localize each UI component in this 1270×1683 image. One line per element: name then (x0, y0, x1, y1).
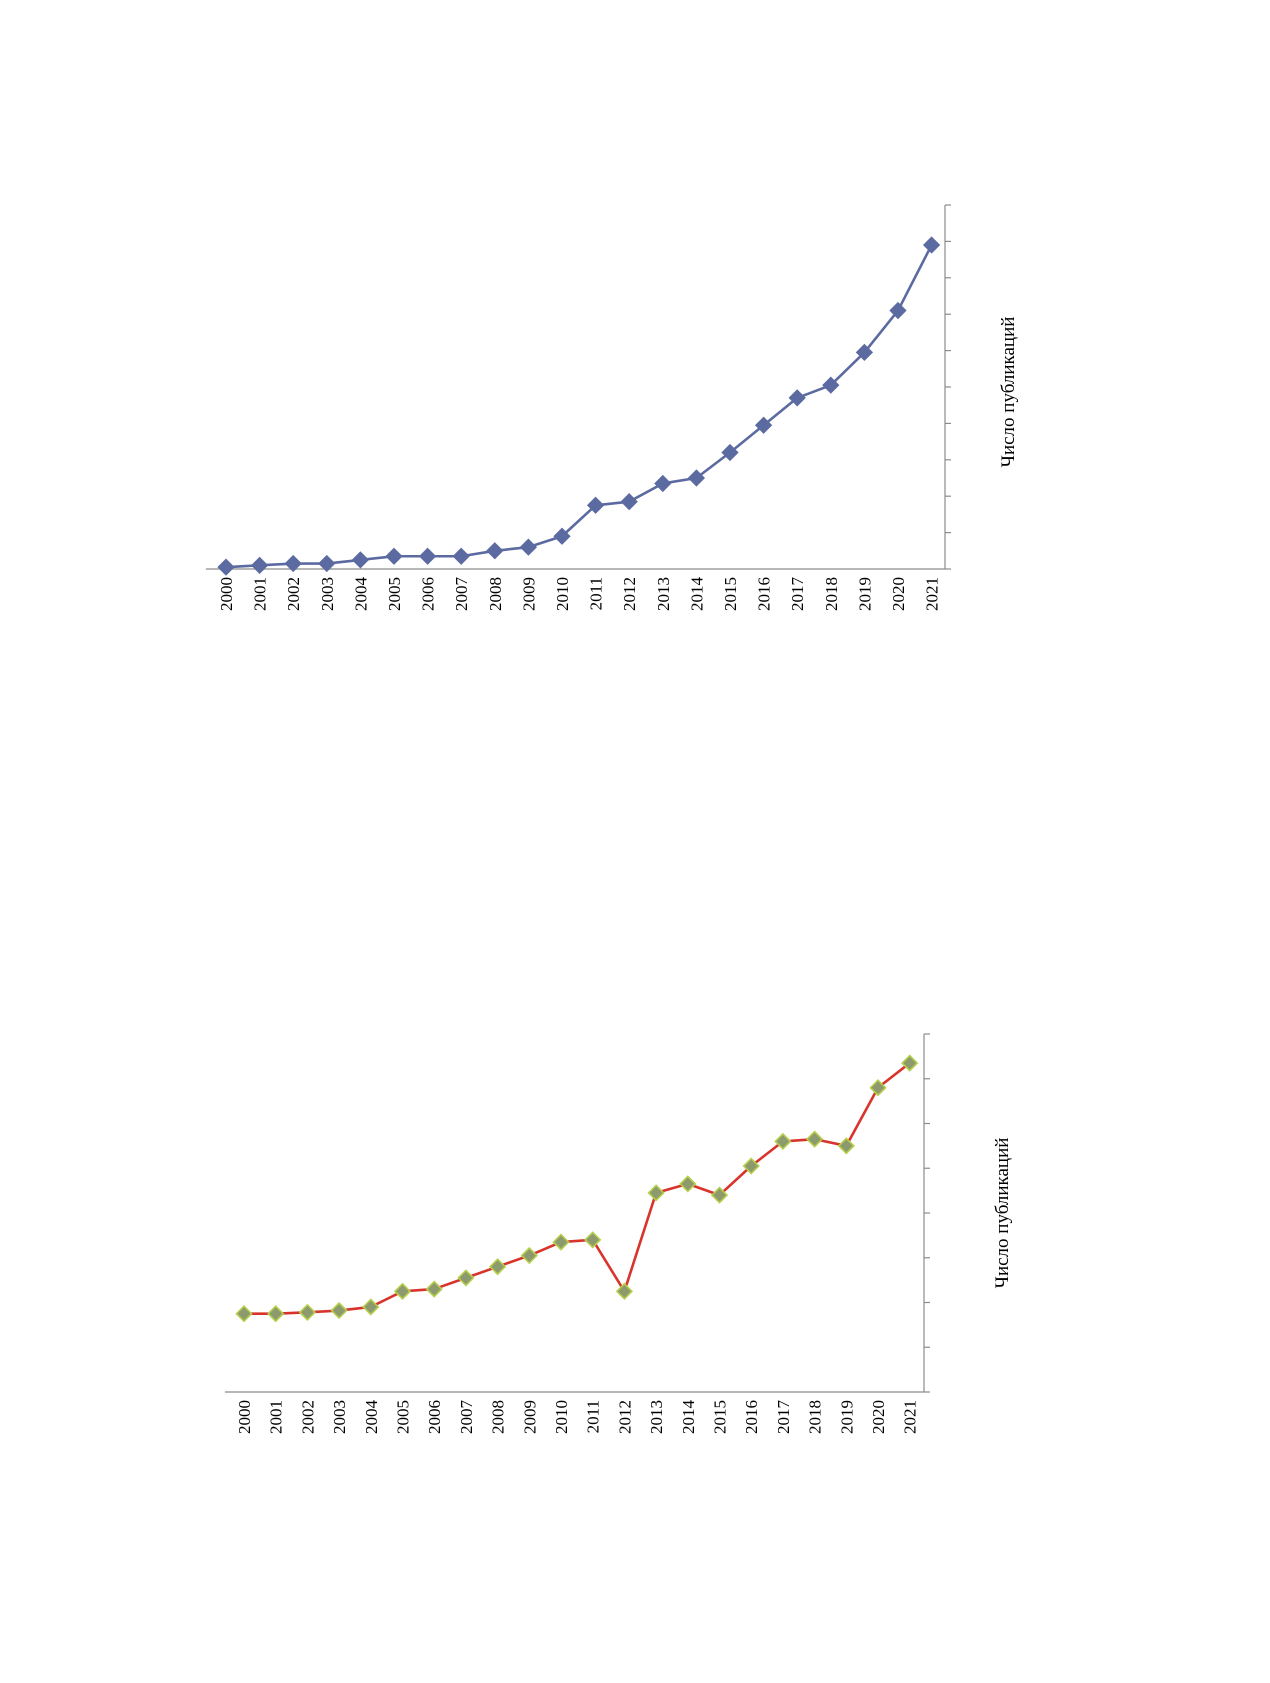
category-tick-label: 2019 (855, 577, 874, 611)
category-tick-label: 2000 (235, 1400, 254, 1434)
category-tick-label: 2010 (552, 1400, 571, 1434)
data-point-marker (519, 538, 538, 556)
data-point-marker (457, 1269, 475, 1287)
category-tick-label: 2016 (755, 577, 774, 611)
data-point-marker (235, 1305, 253, 1323)
data-point-marker (855, 343, 874, 362)
category-tick-label: 2016 (742, 1400, 761, 1434)
data-point-marker (889, 301, 907, 320)
category-tick-label: 2005 (394, 1400, 413, 1434)
data-point-marker (351, 551, 370, 569)
data-point-marker (721, 443, 739, 462)
data-point-marker (267, 1305, 285, 1323)
data-point-marker (418, 547, 437, 565)
category-tick-label: 2008 (486, 577, 505, 611)
category-tick-label: 2013 (654, 577, 673, 611)
data-point-marker (553, 527, 571, 545)
category-tick-label: 2005 (385, 577, 404, 611)
category-tick-label: 2002 (284, 577, 303, 611)
category-tick-label: 2017 (788, 577, 807, 612)
data-point-marker (520, 1246, 538, 1265)
data-point-marker (837, 1137, 855, 1155)
data-point-marker (754, 416, 773, 434)
data-point-marker (620, 493, 638, 511)
data-point-marker (488, 1258, 507, 1276)
category-tick-label: 2019 (837, 1400, 856, 1434)
category-tick-label: 2009 (520, 1400, 539, 1434)
data-point-marker (284, 554, 302, 573)
data-point-marker (452, 547, 470, 565)
data-point-marker (710, 1186, 729, 1204)
category-tick-label: 2009 (519, 577, 538, 611)
data-point-marker (393, 1282, 412, 1300)
category-tick-label: 2006 (419, 577, 438, 611)
chart-1: 2000 2001 2002 2003 2004 2005 2006 2007 2008 2009… (205, 204, 1019, 612)
data-point-marker (362, 1298, 380, 1316)
category-tick-label: 2014 (687, 577, 706, 612)
category-tick-label: 2012 (620, 577, 639, 611)
category-tick-label: 2001 (267, 1400, 286, 1434)
data-point-marker (584, 1231, 602, 1249)
data-point-marker (679, 1175, 697, 1193)
data-point-marker (318, 554, 336, 573)
data-point-marker (250, 556, 269, 574)
category-tick-label: 2020 (869, 1400, 888, 1434)
category-tick-label: 2014 (679, 1400, 698, 1435)
series-line (244, 1062, 911, 1315)
category-tick-label: 2003 (318, 577, 337, 611)
data-point-marker (586, 496, 605, 514)
data-point-marker (901, 1054, 919, 1072)
data-point-marker (805, 1130, 824, 1148)
data-point-marker (552, 1233, 570, 1251)
category-tick-label: 2018 (822, 577, 841, 611)
category-tick-label: 2007 (457, 1400, 476, 1435)
category-tick-label: 2011 (584, 1400, 603, 1433)
category-tick-label: 2021 (923, 577, 942, 611)
data-point-marker (742, 1157, 760, 1175)
category-tick-label: 2007 (452, 577, 471, 612)
data-point-marker (922, 236, 941, 254)
category-tick-label: 2000 (217, 577, 236, 611)
series-line (225, 244, 933, 569)
data-point-marker (647, 1184, 665, 1202)
value-axis-title: Число публикаций (998, 317, 1019, 468)
data-point-marker (298, 1303, 317, 1321)
data-point-marker (385, 547, 403, 565)
data-point-marker (330, 1301, 348, 1320)
category-tick-label: 2015 (721, 577, 740, 611)
category-tick-label: 2003 (330, 1400, 349, 1434)
data-point-marker (788, 389, 806, 407)
data-point-marker (869, 1079, 887, 1097)
category-tick-label: 2001 (251, 577, 270, 611)
category-tick-label: 2006 (425, 1400, 444, 1434)
data-point-marker (822, 376, 840, 394)
category-tick-label: 2008 (489, 1400, 508, 1434)
category-tick-label: 2004 (362, 1400, 381, 1435)
category-tick-label: 2021 (901, 1400, 920, 1434)
chart-2: 2000 2001 2002 2003 2004 2005 2006 2007 2008 2009… (224, 1033, 1013, 1435)
category-tick-label: 2020 (889, 577, 908, 611)
category-tick-label: 2013 (647, 1400, 666, 1434)
category-tick-label: 2004 (351, 577, 370, 612)
category-tick-label: 2017 (774, 1400, 793, 1435)
data-point-marker (615, 1282, 634, 1300)
data-point-marker (774, 1132, 792, 1151)
data-point-marker (687, 469, 706, 487)
category-tick-label: 2012 (615, 1400, 634, 1434)
data-point-marker (425, 1280, 443, 1298)
category-tick-label: 2010 (553, 577, 572, 611)
category-tick-label: 2002 (298, 1400, 317, 1434)
category-tick-label: 2018 (806, 1400, 825, 1434)
category-tick-label: 2015 (711, 1400, 730, 1434)
value-axis-title: Число публикаций (992, 1138, 1013, 1289)
data-point-marker (486, 542, 504, 560)
data-point-marker (217, 558, 235, 576)
data-point-marker (654, 474, 672, 493)
category-tick-label: 2011 (587, 577, 606, 610)
